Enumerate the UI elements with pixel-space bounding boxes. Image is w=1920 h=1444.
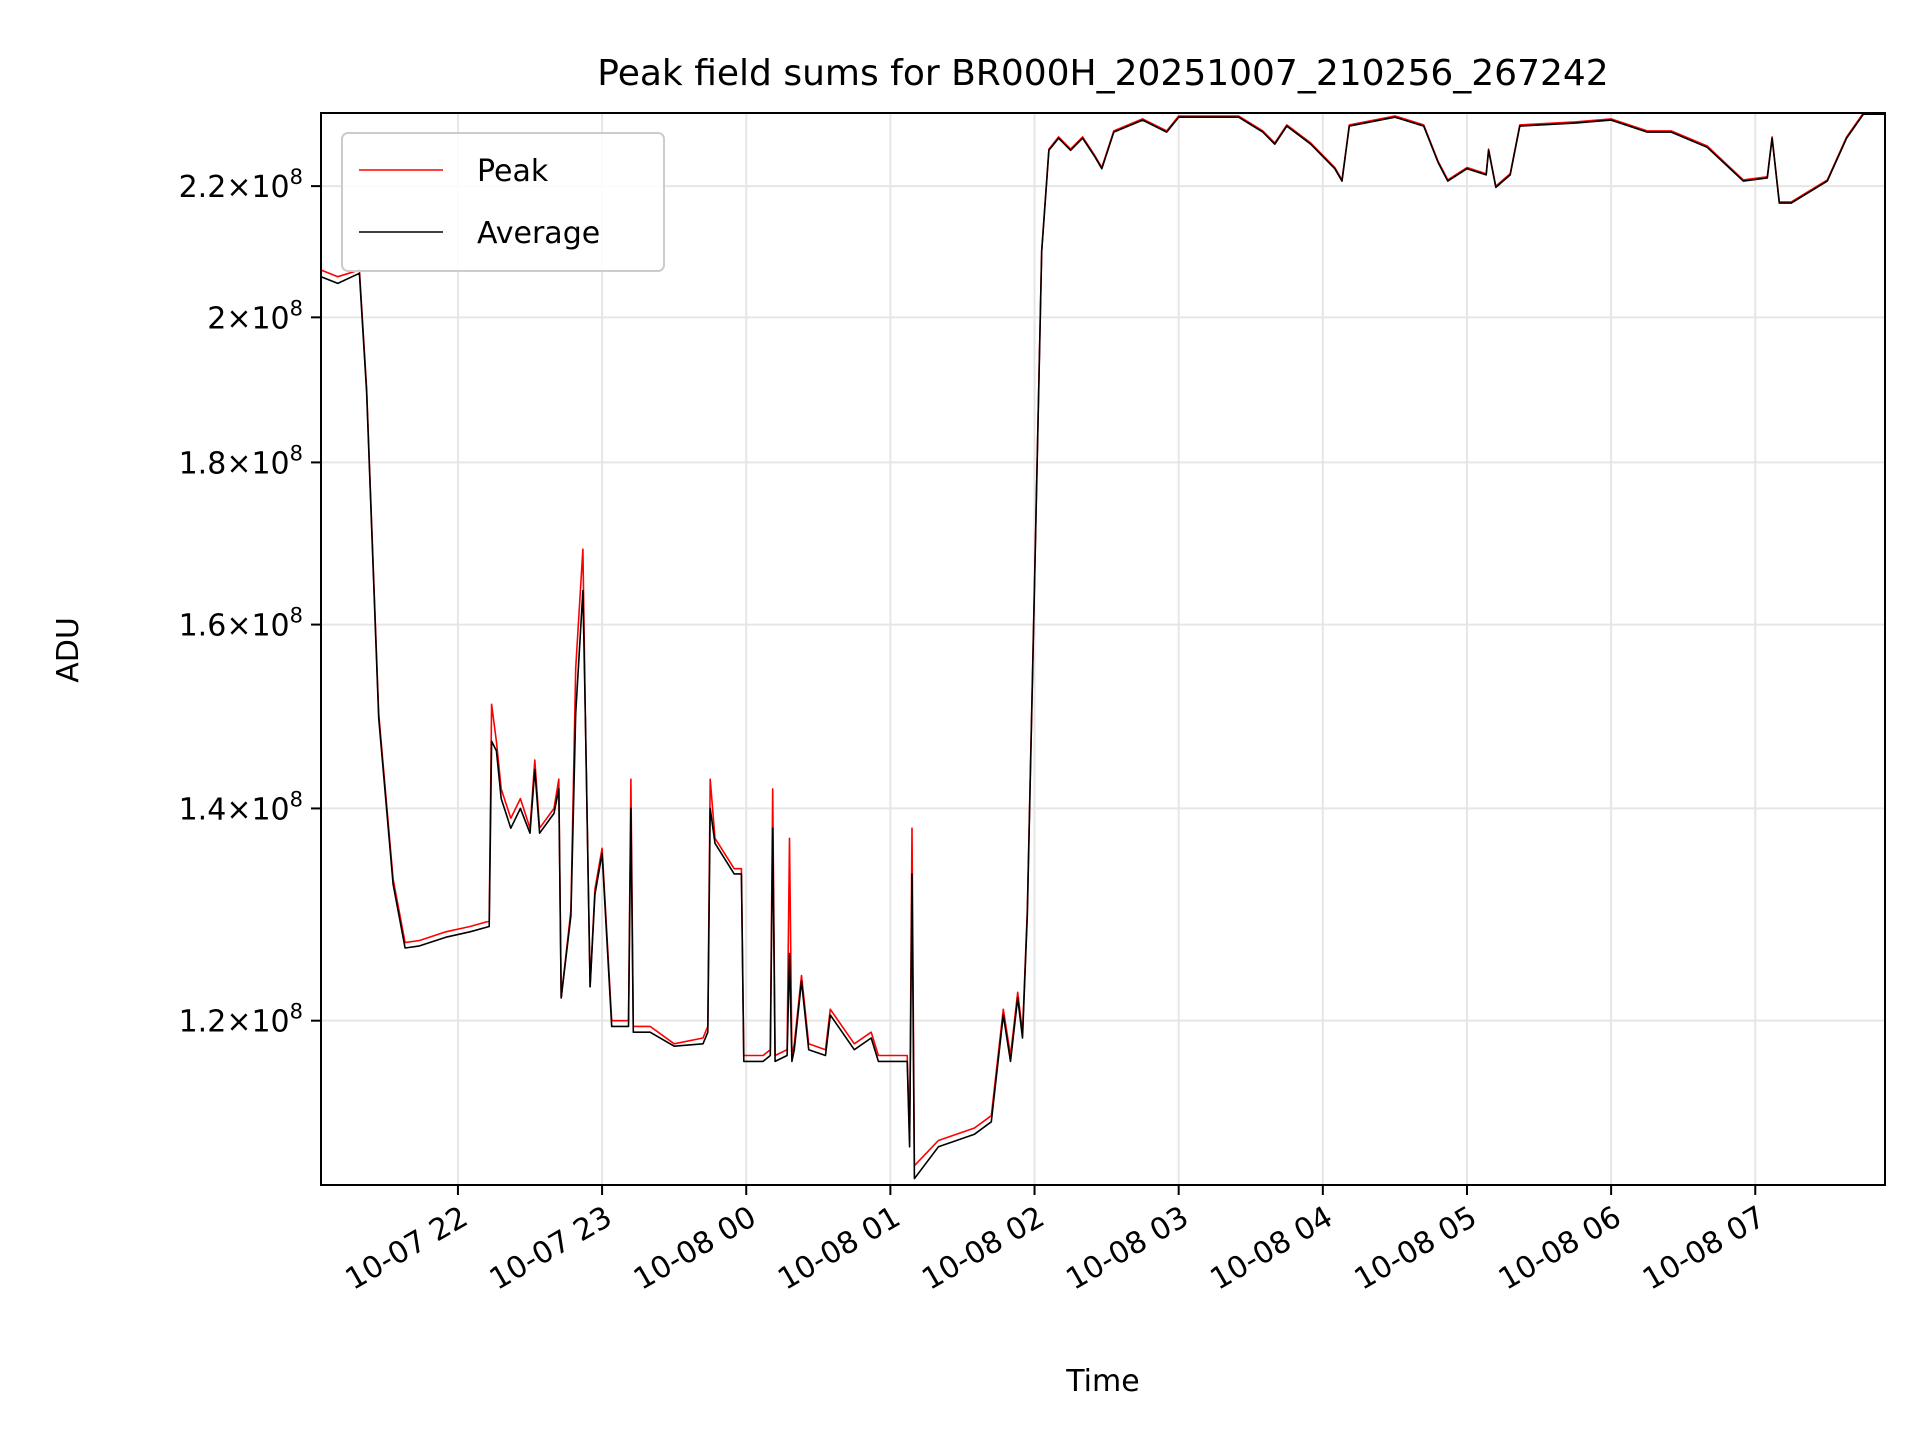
plot-area-frame: [320, 112, 1886, 1186]
y-tick-mantissa: 2.2: [179, 170, 227, 205]
y-tick-mantissa: 1.4: [179, 792, 227, 827]
y-tick-exponent: 8: [290, 604, 303, 628]
y-tick-exponent: 8: [290, 1000, 303, 1024]
grid-layer: [321, 113, 1885, 1185]
y-tick-label: 2.2×108: [179, 165, 303, 205]
y-tick-mantissa: 2: [207, 301, 226, 336]
y-tick-mantissa: 1.6: [179, 609, 227, 644]
x-axis-label: Time: [1065, 1364, 1139, 1399]
y-tick-mantissa: 1.8: [179, 446, 227, 481]
y-tick-multiplier: ×10: [226, 170, 289, 205]
y-tick-multiplier: ×10: [226, 446, 289, 481]
y-tick-multiplier: ×10: [226, 1005, 289, 1040]
y-tick-label: 1.2×108: [179, 1000, 303, 1040]
y-tick-multiplier: ×10: [226, 609, 289, 644]
y-tick-exponent: 8: [290, 787, 303, 811]
y-tick-label: 2×108: [207, 296, 303, 336]
y-tick-multiplier: ×10: [226, 792, 289, 827]
y-tick-multiplier: ×10: [226, 301, 289, 336]
chart-legend: Peak Average: [341, 132, 665, 272]
series-line-average: [320, 113, 1885, 1180]
y-tick-label: 1.8×108: [179, 441, 303, 481]
y-tick-label: 1.4×108: [179, 787, 303, 827]
legend-label-peak: Peak: [477, 154, 549, 189]
chart-title: Peak field sums for BR000H_20251007_2102…: [597, 53, 1608, 94]
y-tick-label: 1.6×108: [179, 604, 303, 644]
series-layer: [320, 112, 1885, 1180]
y-tick-mantissa: 1.2: [179, 1005, 227, 1040]
y-axis-label: ADU: [51, 617, 86, 683]
y-tick-exponent: 8: [290, 441, 303, 465]
series-line-peak: [320, 112, 1885, 1167]
y-tick-exponent: 8: [290, 296, 303, 320]
legend-label-average: Average: [477, 216, 600, 251]
legend-frame: [341, 132, 665, 272]
y-tick-exponent: 8: [290, 165, 303, 189]
